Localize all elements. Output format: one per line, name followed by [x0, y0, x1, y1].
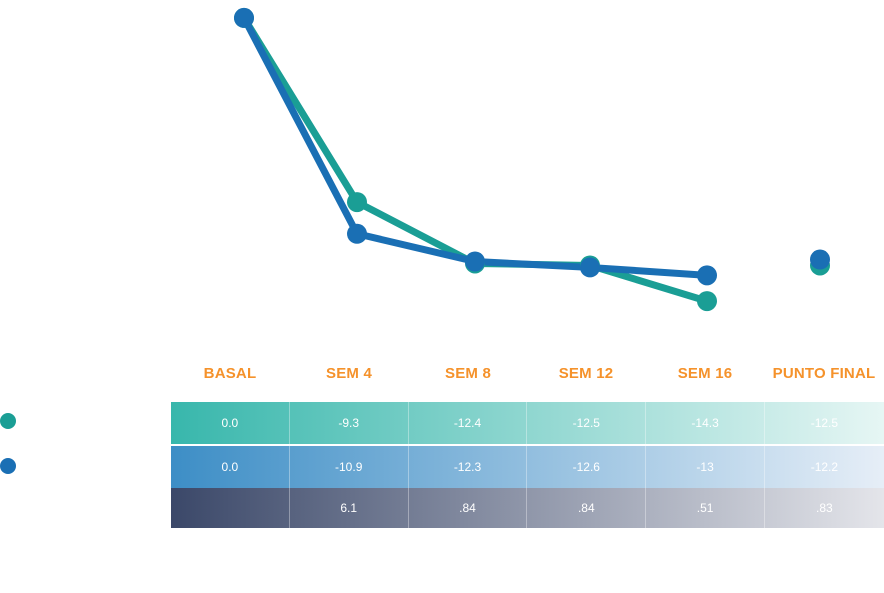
data-point-blue-0: [234, 7, 254, 28]
table-cell: 0.0: [171, 446, 290, 488]
table-cell: .84: [409, 488, 528, 528]
data-point-blue-1: [347, 223, 367, 244]
header-sem-12: SEM 12: [558, 365, 614, 382]
header-sem-16: SEM 16: [677, 365, 733, 382]
table-cell: -10.9: [290, 446, 409, 488]
table-cell: 0.0: [171, 402, 290, 444]
table-cell: .51: [646, 488, 765, 528]
table-cell: -9.3: [290, 402, 409, 444]
data-point-teal-4: [697, 291, 717, 312]
header-sem-8: SEM 8: [444, 365, 491, 382]
table-cell: -12.5: [527, 402, 647, 444]
series-line-blue: [240, 14, 711, 279]
data-point-blue-3: [580, 257, 600, 278]
table-cell: -12.3: [409, 446, 528, 488]
table-cell: -12.4: [409, 402, 528, 444]
legend-dot-teal: [0, 413, 16, 429]
table-cell: [171, 488, 290, 528]
table-cell: 6.1: [290, 488, 409, 528]
header-sem-4: SEM 4: [325, 365, 372, 382]
table-cell: .83: [816, 501, 833, 515]
table-row-teal: 0.0 -9.3 -12.4 -12.5 -14.3 -12.5: [171, 402, 884, 444]
table-cell: -12.6: [527, 446, 647, 488]
legend-dot-blue: [0, 458, 16, 474]
table-cell: .84: [527, 488, 647, 528]
data-point-teal-1: [347, 192, 367, 213]
table-cell: -12.5: [810, 416, 839, 430]
table-cell: -13: [646, 446, 765, 488]
data-point-blue-2: [465, 251, 485, 272]
data-point-blue-5: [810, 249, 830, 270]
data-point-blue-4: [697, 265, 717, 286]
table-cell: -14.3: [646, 402, 765, 444]
table-cell: -12.2: [810, 460, 839, 474]
header-punto-final: PUNTO FINAL: [772, 365, 876, 382]
header-basal: BASAL: [203, 365, 257, 382]
line-chart: [234, 7, 830, 312]
table-row-pvalue: 6.1 .84 .84 .51 .83: [171, 488, 884, 528]
table-row-blue: 0.0 -10.9 -12.3 -12.6 -13 -12.2: [171, 446, 884, 488]
series-points: [234, 7, 830, 312]
